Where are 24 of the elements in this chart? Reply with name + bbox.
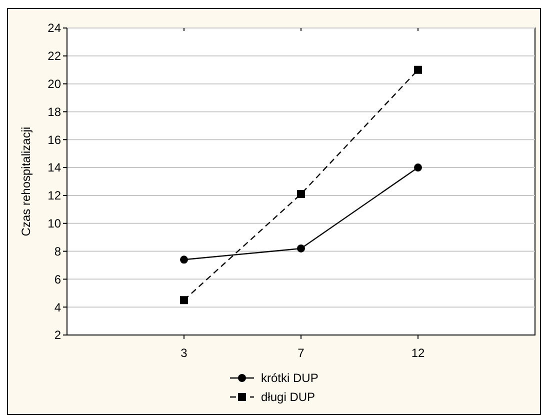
- point: [414, 66, 422, 74]
- y-tick-label: 2: [54, 328, 62, 342]
- y-tick-label: 22: [48, 49, 62, 64]
- point: [180, 296, 188, 304]
- point: [180, 256, 188, 264]
- y-axis-title: Czas rehospitalizacji: [19, 126, 33, 236]
- y-tick-label: 20: [48, 77, 62, 92]
- point: [297, 244, 305, 252]
- y-tick-label: 14: [48, 160, 62, 175]
- y-tick-label: 16: [48, 132, 62, 147]
- y-tick-label: 18: [48, 104, 62, 119]
- x-tick-label: 12: [411, 346, 425, 360]
- y-tick-label: 4: [54, 300, 62, 314]
- legend-label: długi DUP: [261, 390, 316, 404]
- x-tick-label: 7: [298, 346, 305, 360]
- y-tick-label: 24: [48, 21, 62, 36]
- legend-label: krótki DUP: [261, 371, 318, 386]
- y-tick-label: 6: [54, 272, 62, 286]
- y-tick-label: 10: [48, 216, 62, 231]
- point: [414, 164, 422, 172]
- y-tick-label: 8: [54, 244, 62, 258]
- x-tick-label: 3: [180, 346, 188, 360]
- point: [297, 190, 305, 198]
- y-tick-label: 12: [48, 188, 62, 203]
